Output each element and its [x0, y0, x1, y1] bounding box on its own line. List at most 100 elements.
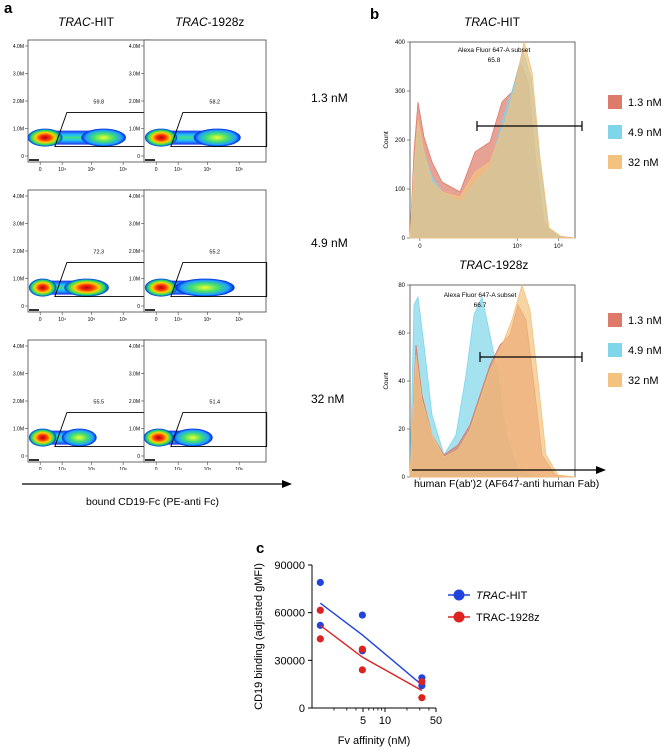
gate-value: 55.5: [93, 400, 104, 406]
density-blob: [175, 278, 235, 297]
y-tick-label: 2.0M: [13, 399, 24, 405]
y-tick-label: 1.0M: [129, 127, 140, 133]
x-tick-label: 0: [418, 244, 422, 250]
y-tick-label: 100: [395, 187, 406, 193]
legend-label-rest: -HIT: [506, 590, 528, 602]
y-tick-label: 4.0M: [129, 194, 140, 200]
panel-a-col-title-hit: TRAC-HIT: [58, 15, 114, 29]
data-point: [316, 606, 324, 614]
density-blob: [193, 128, 241, 147]
x-tick-label: 10⁵: [88, 467, 96, 470]
x-tick-label: 10⁶: [235, 467, 243, 470]
y-tick-label: 1.0M: [129, 277, 140, 283]
y-tick-label: 3.0M: [13, 72, 24, 78]
gate-value: 51.4: [209, 400, 220, 406]
legend-label-rest: TRAC-1928z: [476, 612, 540, 624]
gate-value: 59.8: [93, 100, 104, 106]
y-tick-label: 60000: [274, 608, 305, 620]
x-tick-label: 0: [39, 317, 42, 323]
data-point: [418, 678, 426, 686]
legend-label: 32 nM: [628, 157, 659, 169]
title-italic: TRAC: [459, 258, 492, 272]
density-blob: [144, 128, 178, 147]
data-point: [358, 666, 366, 674]
y-tick-label: 2.0M: [129, 399, 140, 405]
flow-plot: 4.0M 3.0M 2.0M 1.0M 0 0 10⁴ 10⁵ 10⁶ 58.2: [129, 39, 268, 173]
y-tick-label: 1.0M: [13, 277, 24, 283]
x-tick-label: 10⁶: [235, 317, 243, 323]
y-tick-label: 0: [21, 304, 24, 310]
y-tick-label: 0: [137, 154, 140, 160]
y-tick-label: 1.0M: [129, 427, 140, 433]
axis-baseline-mark: [29, 309, 39, 311]
legend-label: 4.9 nM: [628, 345, 662, 357]
y-tick-label: 0: [137, 304, 140, 310]
data-point: [316, 635, 324, 643]
y-tick-label: 3.0M: [129, 372, 140, 378]
x-tick-label: 10⁵: [204, 167, 212, 173]
data-point: [358, 645, 366, 653]
row-label-3: 32 nM: [311, 392, 345, 406]
x-tick-label: 10⁴: [58, 167, 66, 173]
density-blob: [64, 278, 109, 297]
x-tick-label: 10⁴: [174, 467, 182, 470]
y-tick-label: 90000: [274, 560, 305, 572]
legend-swatch: [608, 155, 622, 169]
gate-value: 58.2: [209, 100, 220, 106]
y-tick-label: 3.0M: [129, 222, 140, 228]
y-tick-label: 30000: [274, 655, 305, 667]
x-tick-label: 10⁵: [88, 167, 96, 173]
col-title-italic: TRAC: [58, 15, 91, 29]
x-tick-label: 0: [155, 317, 158, 323]
y-tick-label: 2.0M: [129, 249, 140, 255]
legend-label: 1.3 nM: [628, 97, 662, 109]
legend-label: 32 nM: [628, 375, 659, 387]
y-axis-label: Count: [383, 372, 390, 390]
y-tick-label: 200: [395, 138, 406, 144]
y-tick-label: 3.0M: [13, 222, 24, 228]
y-tick-label: 0: [402, 475, 406, 480]
legend-label: TRAC-HIT: [476, 590, 528, 602]
flow-plot: 4.0M 3.0M 2.0M 1.0M 0 0 10⁴ 10⁵ 10⁶ 72.3: [13, 189, 152, 323]
density-blob: [81, 128, 126, 147]
title-italic: TRAC: [464, 15, 497, 29]
y-tick-label: 2.0M: [13, 249, 24, 255]
density-blob: [172, 428, 213, 447]
legend-swatch: [608, 373, 622, 387]
data-point: [316, 578, 324, 587]
legend-marker: [453, 589, 465, 601]
y-tick-label: 3.0M: [13, 372, 24, 378]
density-blob: [27, 128, 63, 147]
y-tick-label: 300: [395, 89, 406, 95]
axis-baseline-mark: [145, 309, 155, 311]
y-tick-label: 1.0M: [13, 427, 24, 433]
flow-plot: 4.0M 3.0M 2.0M 1.0M 0 0 10⁴ 10⁵ 10⁶ 55.5: [13, 339, 152, 470]
x-tick-label: 10⁵: [513, 243, 523, 250]
legend-label: 1.3 nM: [628, 315, 662, 327]
y-tick-label: 3.0M: [129, 72, 140, 78]
panel-c-scatter: 0 30000 60000 90000 5 10 50 Fv affinity (nM) CD1…: [253, 560, 540, 747]
x-tick-label: 10⁴: [58, 317, 66, 323]
x-tick-label: 50: [430, 715, 442, 727]
x-tick-label: 10⁶: [554, 243, 564, 250]
gate-value: 55.2: [209, 250, 220, 256]
x-tick-label: 0: [39, 167, 42, 173]
axis-baseline-mark: [29, 159, 39, 161]
data-point: [358, 611, 366, 619]
histogram-plot: 400 300 200 100 0 Count 0 10⁵ 10⁶ Alexa Fluor 647…: [383, 40, 662, 250]
flow-plot: 4.0M 3.0M 2.0M 1.0M 0 0 10⁴ 10⁵ 10⁶ 55.2: [129, 189, 268, 323]
panel-c-letter: c: [256, 540, 265, 557]
y-tick-label: 60: [398, 331, 405, 337]
y-tick-label: 2.0M: [13, 99, 24, 105]
x-tick-label: 10⁶: [119, 467, 127, 470]
x-tick-label: 10: [379, 715, 391, 727]
y-tick-label: 1.0M: [13, 127, 24, 133]
panel-b-x-label: human F(ab')2 (AF647-anti human Fab): [414, 478, 600, 490]
row-label-1: 1.3 nM: [311, 91, 348, 105]
panel-a-flow-grid: 4.0M 3.0M 2.0M 1.0M 0 0 10⁴ 10⁵ 10⁶ 59.8 4.0M 3.0M 2…: [13, 39, 268, 470]
density-blob: [61, 428, 97, 447]
y-tick-label: 0: [137, 454, 140, 460]
y-tick-label: 4.0M: [13, 344, 24, 350]
x-tick-label: 0: [39, 467, 42, 470]
